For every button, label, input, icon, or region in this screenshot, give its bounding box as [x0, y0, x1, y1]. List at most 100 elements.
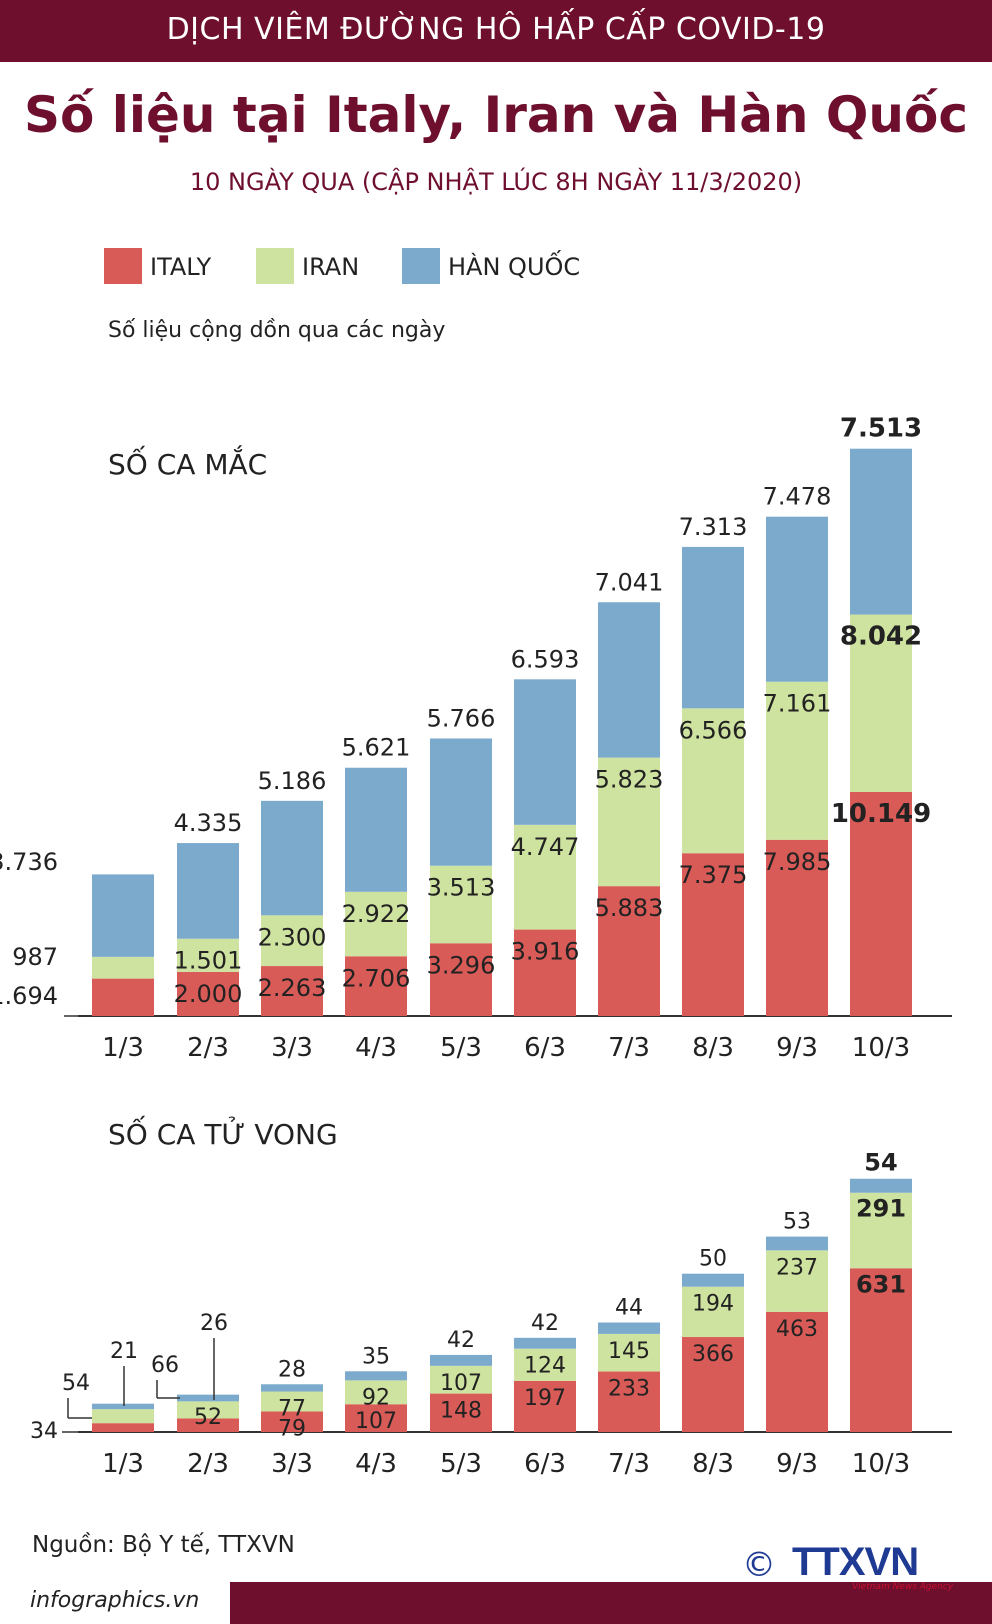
x-tick-label-1-4: 5/3: [440, 1449, 482, 1479]
data-label-0-italy-0: 1.694: [0, 982, 58, 1010]
bar-1-iran-1: [177, 1401, 239, 1419]
bar-1-korea-7: [682, 1273, 744, 1287]
data-label-1-korea-4: 42: [447, 1328, 475, 1353]
bar-0-korea-8: [766, 516, 828, 682]
data-label-0-iran-1: 1.501: [174, 947, 243, 975]
cumulative-note: Số liệu cộng dồn qua các ngày: [108, 318, 446, 343]
data-label-0-iran-7: 6.566: [679, 716, 748, 744]
data-label-0-italy-1: 2.000: [174, 980, 243, 1008]
bar-1-iran-6: [598, 1333, 660, 1372]
x-tick-label-0-6: 7/3: [608, 1033, 650, 1063]
bar-1-italy-4: [430, 1393, 492, 1432]
data-label-0-iran-2: 2.300: [258, 923, 327, 951]
bar-0-iran-1: [177, 938, 239, 972]
bar-0-italy-0: [92, 978, 154, 1016]
bar-0-korea-4: [430, 738, 492, 866]
banner-text: DỊCH VIÊM ĐƯỜNG HÔ HẤP CẤP COVID-19: [166, 12, 826, 47]
bar-1-iran-5: [514, 1348, 576, 1381]
bar-1-korea-1: [177, 1394, 239, 1402]
page-subtitle: 10 NGÀY QUA (CẬP NHẬT LÚC 8H NGÀY 11/3/2…: [189, 168, 803, 196]
agency-name: Vietnam News Agency: [852, 1582, 954, 1592]
bar-1-italy-5: [514, 1380, 576, 1432]
bar-0-korea-0: [92, 874, 154, 957]
data-label-0-iran-0: 987: [12, 943, 58, 971]
legend-label-iran: IRAN: [302, 253, 360, 281]
data-label-1-italy-7: 366: [692, 1342, 734, 1367]
x-tick-label-1-0: 1/3: [102, 1449, 144, 1479]
bar-0-iran-2: [261, 915, 323, 967]
x-tick-label-0-9: 10/3: [852, 1033, 910, 1063]
data-label-0-korea-9: 7.513: [840, 414, 922, 444]
x-tick-label-1-6: 7/3: [608, 1449, 650, 1479]
bar-0-italy-5: [514, 929, 576, 1016]
bar-1-korea-4: [430, 1354, 492, 1366]
data-label-1-iran-7: 194: [692, 1292, 734, 1317]
data-label-0-korea-1: 4.335: [174, 809, 243, 837]
x-tick-label-0-7: 8/3: [692, 1033, 734, 1063]
data-label-1-korea-8: 53: [783, 1210, 811, 1235]
bar-1-italy-2: [261, 1411, 323, 1432]
bar-0-iran-0: [92, 956, 154, 979]
x-tick-label-0-1: 2/3: [187, 1033, 229, 1063]
bar-0-iran-7: [682, 708, 744, 854]
data-label-1-iran-1: 66: [151, 1353, 179, 1378]
bar-1-iran-7: [682, 1286, 744, 1338]
x-tick-label-0-4: 5/3: [440, 1033, 482, 1063]
data-label-1-korea-2: 28: [278, 1357, 306, 1382]
x-tick-label-0-0: 1/3: [102, 1033, 144, 1063]
data-label-0-italy-4: 3.296: [427, 951, 496, 979]
data-label-0-italy-7: 7.375: [679, 861, 748, 889]
legend-label-italy: ITALY: [150, 253, 212, 281]
x-tick-label-0-5: 6/3: [524, 1033, 566, 1063]
bar-1-italy-0: [92, 1423, 154, 1432]
ttxvn-logo: TTXVN: [792, 1540, 919, 1584]
source-text: Nguồn: Bộ Y tế, TTXVN: [32, 1532, 295, 1558]
bar-0-italy-3: [345, 956, 407, 1016]
x-tick-label-1-5: 6/3: [524, 1449, 566, 1479]
page-title: Số liệu tại Italy, Iran và Hàn Quốc: [23, 86, 969, 144]
bar-1-iran-9: [850, 1192, 912, 1269]
deaths-chart-title: SỐ CA TỬ VONG: [108, 1118, 338, 1151]
legend-swatch-korea: [402, 248, 440, 284]
bar-1-italy-1: [177, 1418, 239, 1432]
data-label-1-korea-6: 44: [615, 1295, 643, 1320]
data-label-0-italy-3: 2.706: [342, 964, 411, 992]
bar-1-italy-9: [850, 1268, 912, 1432]
data-label-0-iran-6: 5.823: [595, 766, 664, 794]
legend-swatch-iran: [256, 248, 294, 284]
data-label-0-italy-8: 7.985: [763, 848, 832, 876]
data-label-1-italy-8: 463: [776, 1317, 818, 1342]
bar-1-iran-8: [766, 1250, 828, 1312]
data-label-1-italy-6: 233: [608, 1377, 650, 1402]
bar-0-korea-2: [261, 800, 323, 916]
copyright-icon: ©: [742, 1545, 776, 1585]
legend-label-korea: HÀN QUỐC: [448, 253, 581, 281]
bar-1-korea-9: [850, 1178, 912, 1193]
data-label-0-korea-6: 7.041: [595, 568, 664, 596]
bar-1-korea-3: [345, 1371, 407, 1381]
bar-1-iran-3: [345, 1380, 407, 1405]
data-label-1-italy-3: 107: [355, 1409, 397, 1434]
data-label-1-iran-2: 77: [278, 1397, 306, 1422]
data-label-1-italy-2: 79: [278, 1416, 306, 1441]
bar-0-iran-5: [514, 824, 576, 930]
bar-0-korea-1: [177, 843, 239, 939]
data-label-1-iran-4: 107: [440, 1371, 482, 1396]
bar-1-korea-0: [92, 1403, 154, 1410]
footer-url[interactable]: infographics.vn: [30, 1588, 200, 1613]
data-label-1-iran-0: 54: [62, 1371, 90, 1396]
x-tick-label-1-2: 3/3: [271, 1449, 313, 1479]
bar-0-korea-9: [850, 448, 912, 615]
data-label-1-italy-0: 34: [30, 1419, 58, 1444]
data-label-1-iran-8: 237: [776, 1255, 818, 1280]
data-label-0-iran-3: 2.922: [342, 900, 411, 928]
data-label-1-italy-1: 52: [194, 1405, 222, 1430]
data-label-0-italy-2: 2.263: [258, 974, 327, 1002]
data-label-0-iran-4: 3.513: [427, 874, 496, 902]
bar-0-iran-6: [598, 757, 660, 887]
x-tick-label-1-8: 9/3: [776, 1449, 818, 1479]
data-label-0-korea-5: 6.593: [511, 645, 580, 673]
data-label-1-korea-7: 50: [699, 1247, 727, 1272]
top-banner: [0, 0, 992, 62]
data-label-0-korea-0: 3.736: [0, 848, 58, 876]
